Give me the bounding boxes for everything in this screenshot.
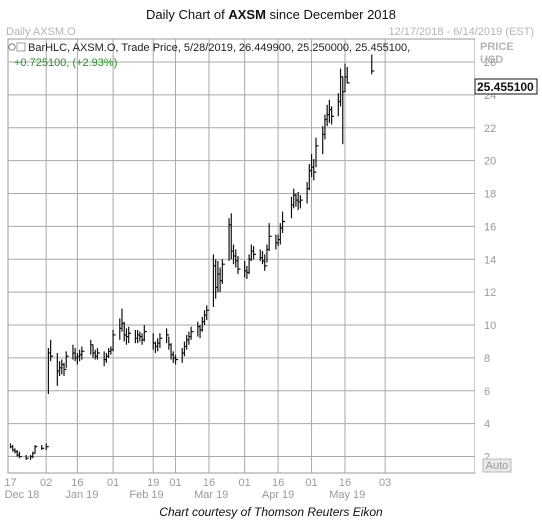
x-day-label: 17 xyxy=(4,477,16,489)
ohlc-bar xyxy=(206,305,210,321)
chart-title: Daily Chart of AXSM since December 2018 xyxy=(146,7,396,22)
auto-scale-button[interactable] xyxy=(482,458,512,473)
x-axis-ticks: 17 02 16 01 19 01 16 01 16 01 16 03 xyxy=(4,477,391,489)
ohlc-bar xyxy=(50,339,54,362)
x-axis-months: Dec 18 Jan 19 Feb 19 Mar 19 Apr 19 May 19 xyxy=(5,489,366,501)
ohlc-bar xyxy=(190,326,194,340)
symbol-label: Daily AXSM.O xyxy=(6,26,76,38)
x-month-label: Feb 19 xyxy=(129,489,163,501)
ohlc-bar xyxy=(252,246,257,260)
x-month-label: Dec 18 xyxy=(5,489,40,501)
ohlc-bar xyxy=(143,325,147,342)
x-day-label: 01 xyxy=(305,477,317,489)
info-header: BarHLC, AXSM.O, Trade Price, 5/28/2019, … xyxy=(8,42,410,69)
horizontal-grid xyxy=(8,61,475,458)
ohlc-bar xyxy=(96,348,100,360)
x-day-label: 02 xyxy=(40,477,52,489)
y-tick-label: 18 xyxy=(484,189,496,201)
x-day-label: 03 xyxy=(379,477,391,489)
x-month-label: May 19 xyxy=(329,489,365,501)
ohlc-bar xyxy=(313,159,317,181)
x-day-label: 16 xyxy=(272,477,284,489)
x-day-label: 01 xyxy=(239,477,251,489)
collapse-icon[interactable] xyxy=(8,43,16,51)
ohlc-bar xyxy=(268,223,272,252)
ohlc-bar xyxy=(166,328,170,344)
date-range-label: 12/17/2018 - 6/14/2019 (EST) xyxy=(388,26,534,38)
y-tick-label: 16 xyxy=(484,221,496,233)
ohlc-bar xyxy=(237,256,241,275)
price-axis-area xyxy=(475,39,537,473)
ohlc-bar xyxy=(315,137,319,168)
ohlc-bar xyxy=(18,451,22,459)
ohlc-bar xyxy=(41,445,45,450)
last-price-box xyxy=(474,78,538,95)
vertical-grid xyxy=(45,39,386,473)
chart-title-symbol: AXSM xyxy=(228,7,266,22)
ohlc-bar xyxy=(65,351,69,368)
ohlc-bar xyxy=(34,445,38,454)
ohlc-bar xyxy=(159,333,163,349)
ohlc-bar xyxy=(174,354,179,365)
chart-title-suffix: since December 2018 xyxy=(266,7,396,22)
x-day-label: 01 xyxy=(169,477,181,489)
ohlc-bar xyxy=(331,106,335,125)
ohlc-bar xyxy=(112,329,116,352)
currency-label: USD xyxy=(480,54,503,66)
price-bars xyxy=(9,54,375,460)
ohlc-bar xyxy=(346,66,350,84)
y-tick-label: 12 xyxy=(484,287,496,299)
ohlc-bar xyxy=(25,454,29,460)
series-settings-icon[interactable] xyxy=(16,42,26,52)
ohlc-bar xyxy=(45,443,49,450)
plot-area xyxy=(7,38,476,474)
auto-scale-label: Auto xyxy=(486,460,509,472)
chart-caption: Chart courtesy of Thomson Reuters Eikon xyxy=(159,505,383,519)
ohlc-bar xyxy=(281,211,286,233)
x-day-label: 19 xyxy=(147,477,159,489)
ohlc-bar xyxy=(81,346,85,360)
x-month-label: Jan 19 xyxy=(65,489,98,501)
ohlc-bar xyxy=(63,362,67,377)
x-day-label: 16 xyxy=(71,477,83,489)
x-day-label: 01 xyxy=(107,477,119,489)
last-price-value: 25.455100 xyxy=(477,80,534,94)
ohlc-bar xyxy=(371,54,375,75)
x-day-label: 16 xyxy=(339,477,351,489)
y-tick-label: 8 xyxy=(484,353,490,365)
chart-title-prefix: Daily Chart of xyxy=(146,7,228,22)
info-line: BarHLC, AXSM.O, Trade Price, 5/28/2019, … xyxy=(28,42,410,54)
ohlc-bar xyxy=(128,326,132,344)
y-tick-label: 14 xyxy=(484,254,496,266)
ohlc-bar xyxy=(221,259,225,284)
y-tick-label: 22 xyxy=(484,123,496,135)
y-tick-label: 26 xyxy=(484,57,496,69)
y-tick-label: 2 xyxy=(484,452,490,464)
price-axis-label: PRICE xyxy=(480,41,514,53)
change-line: +0.725100, (+2.93%) xyxy=(14,57,117,69)
ohlc-bar xyxy=(264,254,268,271)
y-tick-label: 6 xyxy=(484,386,490,398)
y-tick-label: 20 xyxy=(484,156,496,168)
ohlc-bar xyxy=(299,195,303,209)
x-day-label: 16 xyxy=(203,477,215,489)
x-month-label: Apr 19 xyxy=(262,489,294,501)
y-tick-label: 10 xyxy=(484,320,496,332)
y-tick-label: 4 xyxy=(484,419,490,431)
x-month-label: Mar 19 xyxy=(194,489,228,501)
